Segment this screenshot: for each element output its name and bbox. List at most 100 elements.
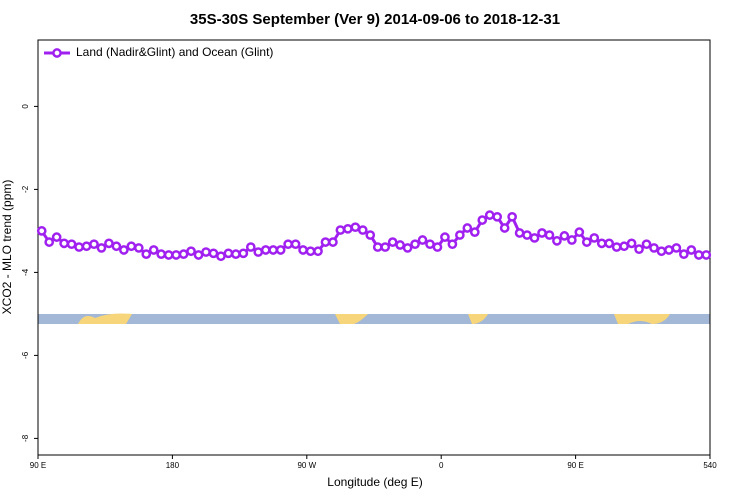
point xyxy=(178,249,189,259)
point xyxy=(350,222,361,233)
point xyxy=(186,246,196,257)
point xyxy=(66,239,77,250)
x-tick-label: 0 xyxy=(439,461,444,470)
point xyxy=(387,237,398,247)
point xyxy=(313,246,323,257)
point xyxy=(148,245,159,255)
point xyxy=(290,239,301,250)
point xyxy=(223,248,234,259)
point xyxy=(283,239,293,250)
point xyxy=(611,242,622,252)
point xyxy=(59,238,69,249)
point xyxy=(477,215,488,225)
point xyxy=(693,250,704,260)
point xyxy=(201,247,211,257)
point xyxy=(335,225,346,235)
point xyxy=(231,249,241,259)
point xyxy=(245,242,256,252)
point xyxy=(626,238,637,249)
point xyxy=(529,233,540,243)
y-tick-label: -6 xyxy=(21,351,30,359)
point xyxy=(537,228,547,238)
point xyxy=(171,250,181,260)
point xyxy=(455,230,465,240)
point xyxy=(417,235,428,245)
point xyxy=(604,238,615,249)
y-tick-label: -4 xyxy=(21,268,30,276)
y-axis-label: XCO2 - MLO trend (ppm) xyxy=(0,180,14,315)
point xyxy=(507,211,517,222)
point xyxy=(567,235,577,245)
x-tick-label: 90 E xyxy=(30,461,46,470)
x-tick-label: 540 xyxy=(703,461,717,470)
point xyxy=(664,245,674,255)
point xyxy=(499,223,510,233)
x-tick-label: 90 W xyxy=(297,461,316,470)
point xyxy=(686,245,697,255)
x-tick-label: 180 xyxy=(166,461,180,470)
point xyxy=(619,241,629,252)
point xyxy=(649,243,659,253)
point xyxy=(89,239,99,250)
point xyxy=(51,232,62,242)
point xyxy=(671,243,682,253)
point xyxy=(679,249,689,259)
point xyxy=(253,247,264,257)
point xyxy=(596,238,607,249)
point xyxy=(163,250,174,260)
point xyxy=(574,227,585,237)
point xyxy=(119,245,129,255)
point xyxy=(469,227,480,237)
x-axis-label: Longitude (deg E) xyxy=(327,475,422,489)
point xyxy=(514,228,525,238)
point xyxy=(425,239,435,250)
y-tick-label: -8 xyxy=(21,434,30,442)
point xyxy=(216,251,226,262)
point xyxy=(522,230,532,240)
point xyxy=(275,245,286,255)
point xyxy=(74,242,84,252)
point xyxy=(701,250,712,260)
point xyxy=(268,245,279,255)
point xyxy=(447,239,458,250)
point xyxy=(328,237,338,247)
legend-marker xyxy=(52,48,62,58)
point xyxy=(305,246,316,257)
point xyxy=(395,240,405,250)
point xyxy=(81,241,92,252)
point xyxy=(357,225,368,235)
point xyxy=(156,249,167,259)
point xyxy=(484,210,495,220)
legend-label: Land (Nadir&Glint) and Ocean (Glint) xyxy=(76,45,273,59)
point xyxy=(552,236,562,246)
point xyxy=(260,245,271,255)
point xyxy=(462,223,473,233)
x-tick-label: 90 E xyxy=(567,461,583,470)
point xyxy=(634,244,644,255)
point xyxy=(581,237,592,247)
point xyxy=(372,242,383,252)
point xyxy=(126,241,137,252)
y-tick-label: -2 xyxy=(21,185,30,193)
point xyxy=(656,246,667,257)
plot-frame xyxy=(37,39,711,456)
point xyxy=(559,231,570,241)
y-tick-label: 0 xyxy=(21,104,30,109)
point xyxy=(380,242,391,252)
point xyxy=(208,248,219,259)
point xyxy=(589,233,600,243)
point xyxy=(141,249,152,259)
point xyxy=(432,242,443,252)
point xyxy=(544,230,555,240)
point xyxy=(111,241,122,252)
point xyxy=(410,239,420,250)
point xyxy=(133,243,144,253)
point xyxy=(365,230,376,240)
point xyxy=(440,232,450,242)
chart-title: 35S-30S September (Ver 9) 2014-09-06 to … xyxy=(190,11,560,28)
point xyxy=(343,223,353,234)
point xyxy=(193,250,204,260)
point xyxy=(104,238,114,249)
map-strip xyxy=(38,313,710,324)
